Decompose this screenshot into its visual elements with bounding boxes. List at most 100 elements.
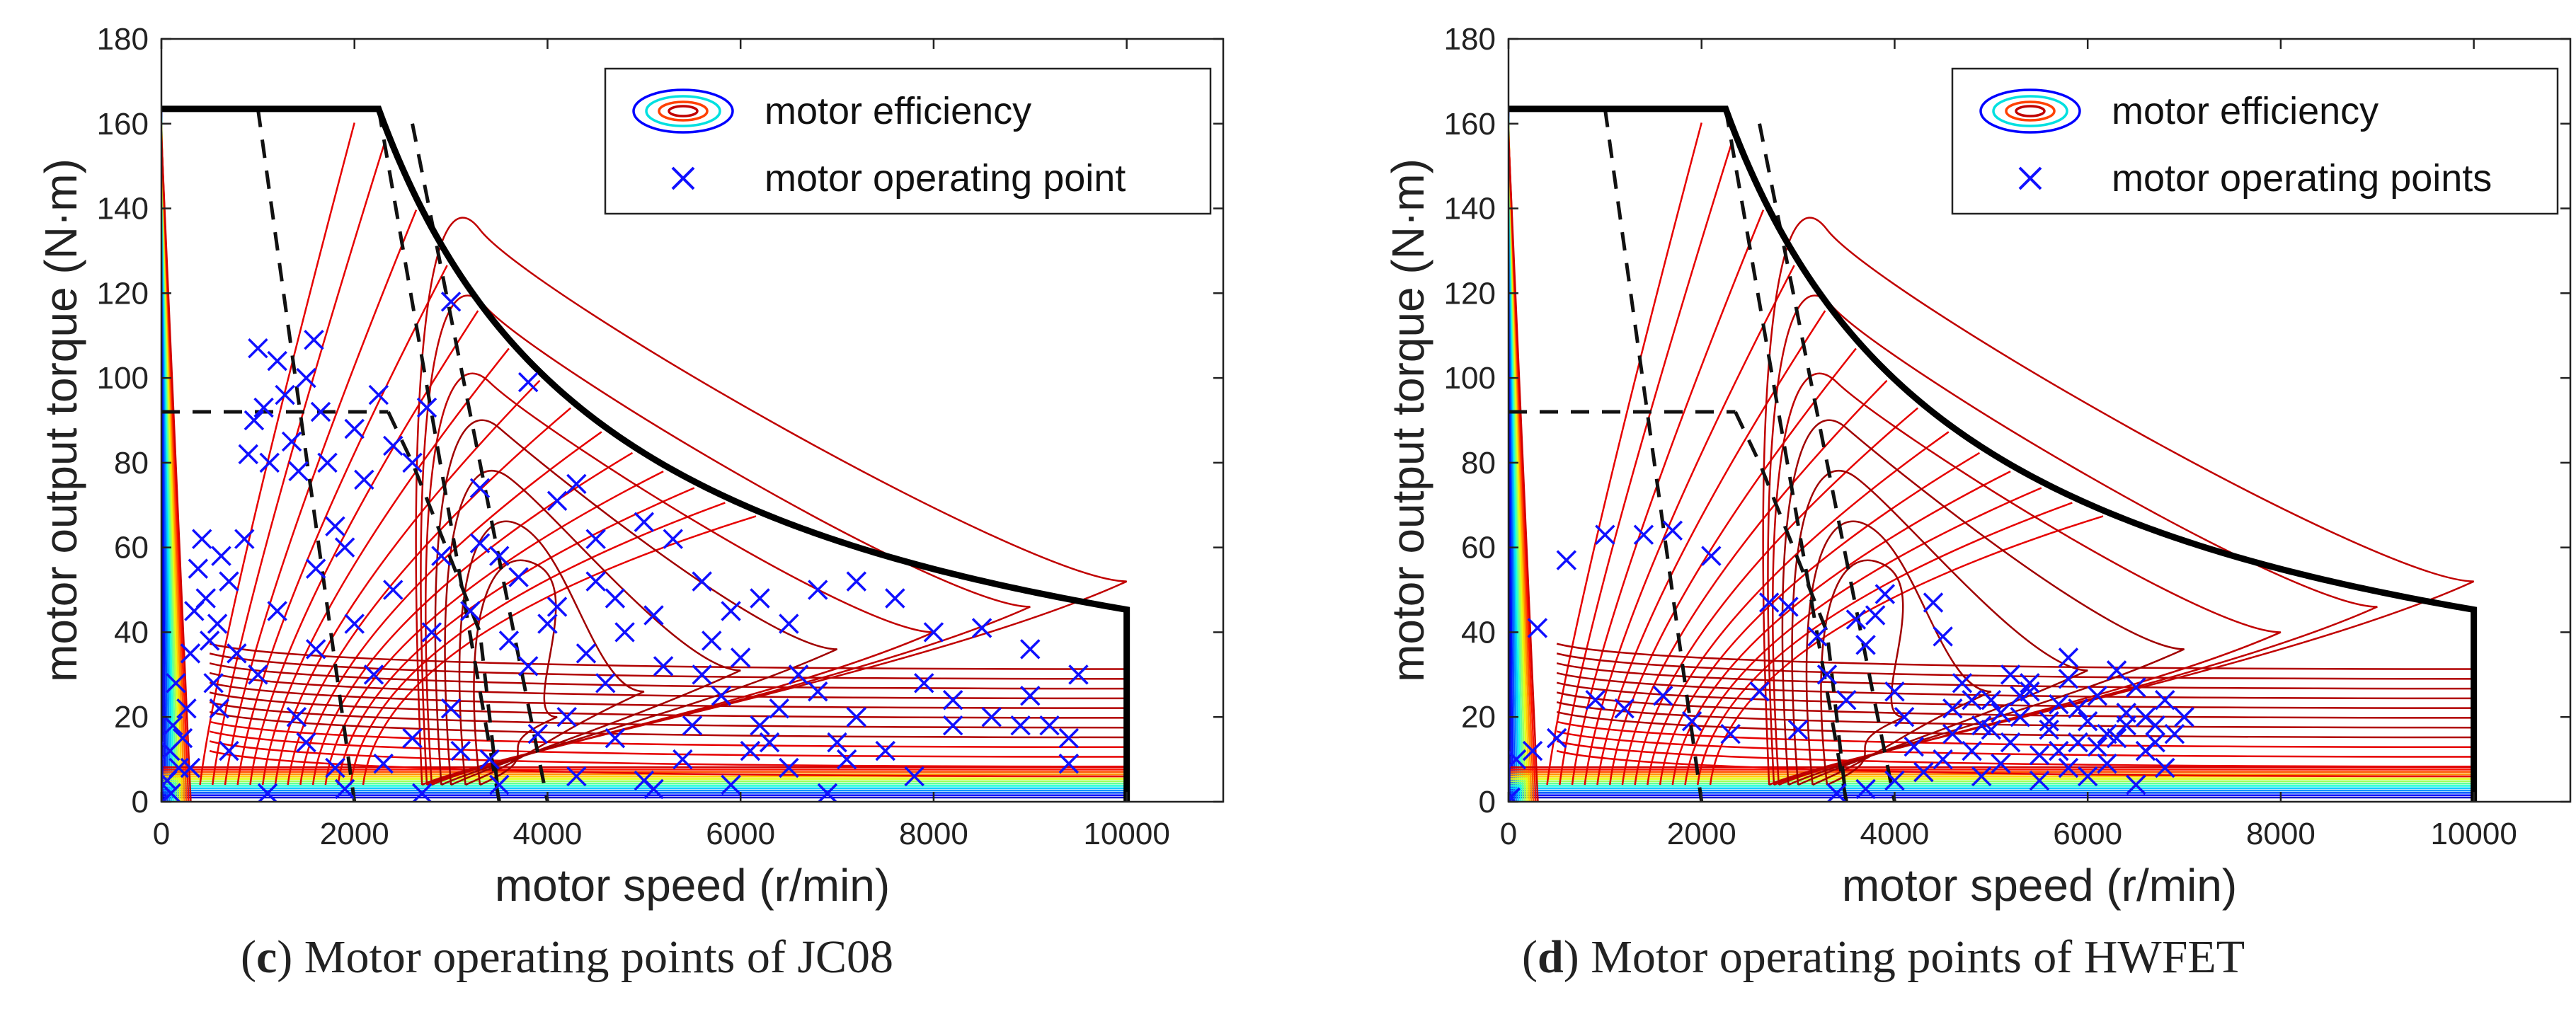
operating-point — [1884, 681, 1905, 702]
operating-point — [672, 749, 693, 770]
y-tick-label: 60 — [114, 531, 149, 565]
operating-point — [1865, 605, 1886, 626]
operating-point — [508, 567, 529, 587]
operating-point — [759, 732, 780, 753]
x-tick-label: 4000 — [1860, 817, 1930, 851]
operating-point — [373, 753, 394, 774]
shift-boundary-line — [411, 123, 549, 802]
contour-band — [209, 681, 1127, 709]
operating-point — [2106, 660, 2127, 681]
operating-point — [305, 639, 326, 660]
operating-point — [808, 580, 828, 600]
operating-point — [238, 444, 258, 465]
operating-point — [1942, 698, 1963, 719]
contour-line — [311, 451, 634, 785]
operating-point — [1509, 787, 1521, 802]
operating-point — [721, 601, 741, 621]
operating-point — [1894, 706, 1915, 727]
caption-left: (c) Motor operating points of JC08 — [241, 931, 894, 983]
y-tick-label: 160 — [97, 107, 149, 142]
y-tick-label: 0 — [132, 785, 149, 819]
contour-line — [287, 407, 571, 785]
operating-point — [2010, 686, 2030, 706]
contour-band — [1556, 720, 2474, 748]
y-tick-label: 180 — [97, 22, 149, 57]
x-tick-label: 10000 — [2430, 817, 2517, 851]
operating-point — [275, 384, 295, 405]
operating-point — [1884, 770, 1905, 791]
operating-point — [281, 431, 302, 452]
contour-band — [1556, 740, 2474, 768]
operating-point — [421, 622, 442, 643]
operating-point — [2077, 710, 2098, 732]
operating-point — [1981, 690, 2002, 710]
operating-point — [2164, 723, 2185, 744]
operating-point — [460, 601, 481, 621]
legend-contour-icon — [1992, 95, 2068, 127]
operating-point — [1971, 766, 1992, 787]
operating-point — [1778, 597, 1799, 617]
operating-point — [1962, 740, 1982, 761]
legend-label: motor operating points — [2112, 157, 2492, 200]
contour-band — [209, 643, 1127, 670]
operating-point — [846, 706, 867, 727]
operating-point — [721, 774, 741, 795]
operating-point — [971, 618, 992, 638]
operating-point — [244, 410, 265, 431]
operating-point — [517, 372, 539, 393]
legend-contour-icon — [2015, 105, 2046, 117]
operating-point — [180, 757, 201, 778]
y-tick-label: 180 — [1444, 22, 1496, 57]
y-tick-label: 80 — [1461, 446, 1496, 480]
y-tick-label: 40 — [1461, 615, 1496, 650]
operating-point — [489, 774, 510, 795]
contour-fan-line — [1509, 136, 1539, 802]
legend-label: motor operating point — [765, 157, 1126, 200]
operating-point — [416, 397, 437, 418]
x-tick-label: 2000 — [320, 817, 389, 851]
contour-line — [1647, 431, 1950, 785]
operating-point — [317, 452, 338, 473]
y-tick-label: 140 — [97, 192, 149, 226]
operating-point — [1816, 664, 1838, 685]
operating-point — [2029, 770, 2050, 791]
operating-point — [2097, 753, 2117, 774]
operating-point — [1845, 609, 1867, 630]
operating-point — [450, 740, 471, 761]
operating-point — [643, 778, 664, 800]
operating-point — [1068, 664, 1089, 685]
operating-point — [546, 597, 568, 617]
operating-point — [304, 329, 324, 350]
caption-right-letter: d — [1537, 931, 1564, 983]
operating-point — [2116, 715, 2136, 736]
operating-point — [411, 783, 433, 802]
operating-point — [248, 338, 268, 359]
operating-point — [1787, 719, 1809, 740]
y-tick-label: 120 — [97, 276, 149, 311]
operating-point — [1556, 550, 1577, 570]
contour-line — [350, 502, 726, 785]
contour-line — [1621, 379, 1888, 785]
operating-point — [2087, 736, 2108, 757]
operating-point — [1855, 635, 1876, 655]
operating-point — [176, 698, 197, 719]
y-axis-label: motor output torque (N·m) — [1383, 159, 1433, 682]
legend-marker-icon — [2018, 166, 2042, 190]
contour-line — [324, 471, 664, 785]
operating-point — [643, 605, 664, 626]
operating-point — [914, 673, 934, 693]
operating-point — [2029, 744, 2050, 766]
operating-point — [402, 452, 423, 473]
operating-point — [576, 643, 597, 664]
operating-point — [227, 643, 247, 664]
operating-point — [1595, 524, 1615, 545]
operating-point — [527, 723, 549, 744]
contour-band — [209, 730, 1127, 758]
operating-point — [663, 529, 683, 549]
operating-point — [325, 516, 345, 536]
operating-point — [702, 631, 722, 651]
caption-right: (d) Motor operating points of HWFET — [1522, 931, 2245, 983]
contour-line — [274, 379, 541, 785]
x-tick-label: 0 — [153, 817, 170, 851]
operating-point — [1633, 524, 1654, 545]
